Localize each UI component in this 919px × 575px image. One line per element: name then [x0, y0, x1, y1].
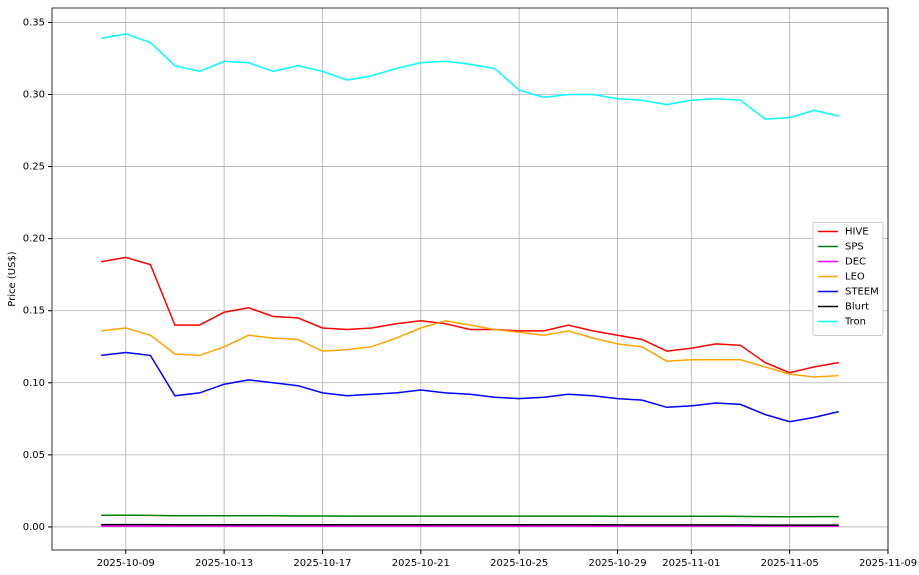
legend: HIVE SPS DEC LEO STEEM Blurt Tron — [812, 222, 884, 336]
x-tick-label: 2025-11-05 — [761, 558, 819, 569]
legend-label: DEC — [845, 257, 866, 268]
x-tick-label: 2025-10-09 — [97, 558, 155, 569]
y-tick-label: 0.00 — [23, 522, 45, 533]
x-tick-label: 2025-11-01 — [662, 558, 720, 569]
y-tick-label: 0.10 — [23, 378, 45, 389]
x-tick-label: 2025-10-25 — [490, 558, 548, 569]
x-tick-label: 2025-11-09 — [859, 558, 917, 569]
plot-frame — [51, 7, 889, 551]
line-series — [101, 351, 839, 423]
legend-label: STEEM — [845, 287, 879, 298]
x-tick-label: 2025-10-29 — [588, 558, 646, 569]
y-axis-label: Price (US$) — [7, 251, 18, 307]
y-tick-label: 0.35 — [23, 17, 45, 28]
legend-label: Tron — [844, 317, 866, 328]
y-tick-label: 0.25 — [23, 162, 45, 173]
legend-label: LEO — [845, 272, 865, 283]
x-tick-label: 2025-10-17 — [293, 558, 351, 569]
legend-label: Blurt — [845, 302, 869, 313]
y-tick-label: 0.15 — [23, 306, 45, 317]
y-tick-label: 0.20 — [23, 234, 45, 245]
line-series — [101, 514, 839, 518]
y-tick-label: 0.05 — [23, 450, 45, 461]
legend-label: HIVE — [845, 227, 869, 238]
line-series — [101, 320, 839, 378]
legend-label: SPS — [845, 242, 864, 253]
x-tick-label: 2025-10-13 — [195, 558, 253, 569]
line-series — [101, 33, 839, 120]
line-series — [101, 523, 839, 526]
y-tick-label: 0.30 — [23, 89, 45, 100]
line-series — [101, 256, 839, 374]
x-tick-label: 2025-10-21 — [392, 558, 450, 569]
